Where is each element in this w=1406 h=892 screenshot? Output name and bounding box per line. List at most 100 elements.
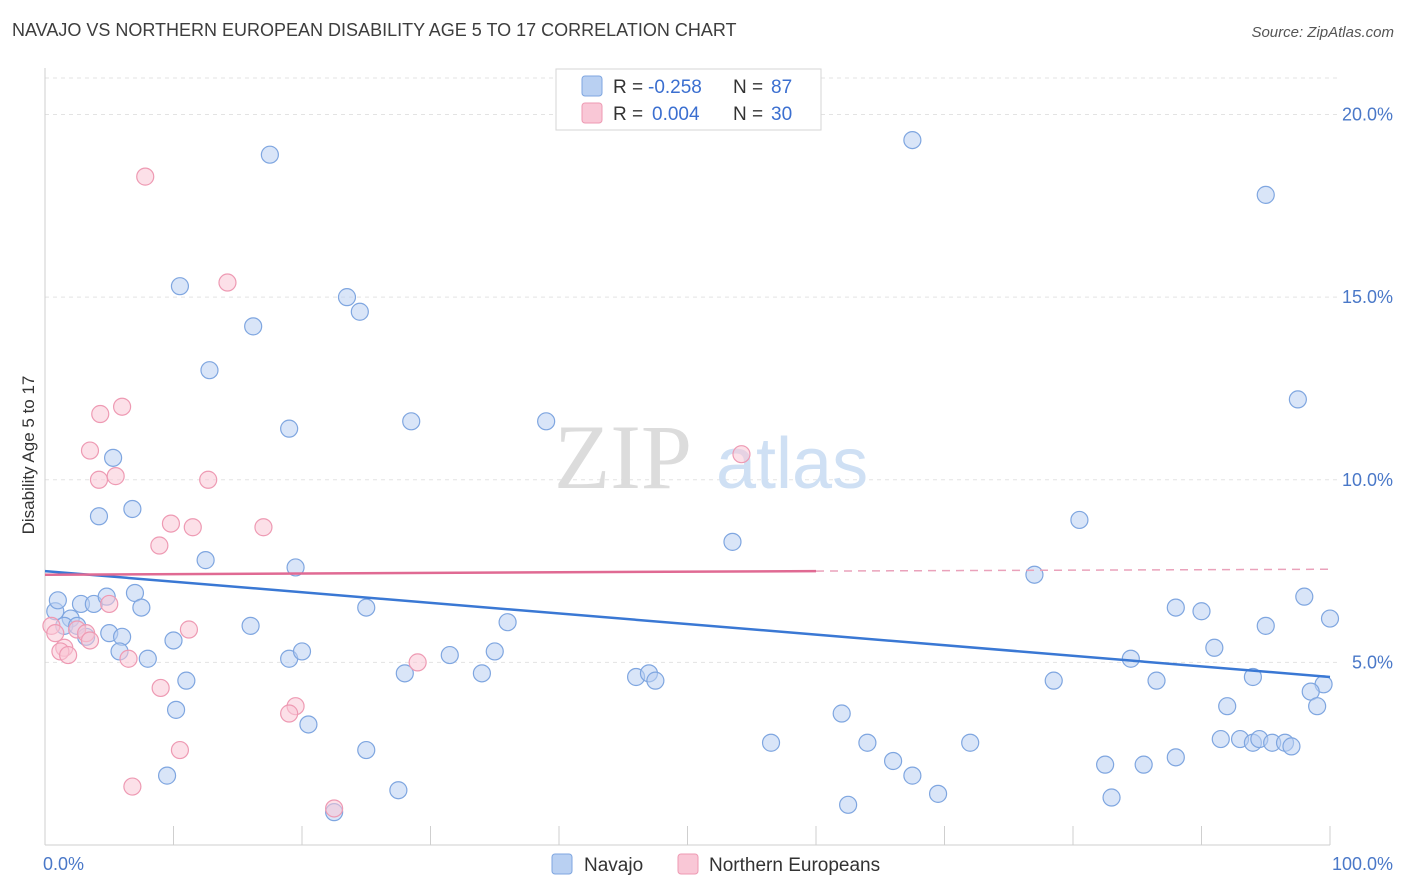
data-point-northern-europeans-27: [280, 704, 299, 723]
trend-lines: [44, 568, 1331, 679]
data-point-northern-europeans-20: [100, 594, 119, 614]
data-point-northern-europeans-22: [80, 631, 100, 650]
data-point-navajo-45: [292, 642, 312, 661]
data-point-navajo-12: [104, 448, 123, 467]
data-point-navajo-10: [402, 412, 421, 431]
data-point-navajo-46: [440, 645, 459, 665]
series-northern-europeans: [42, 167, 751, 818]
legend-r-label-navajo: R =: [613, 77, 643, 98]
data-point-northern-europeans-24: [408, 653, 427, 672]
data-point-navajo-38: [1166, 598, 1185, 617]
data-point-navajo-62: [1308, 697, 1327, 716]
x-tick-label-100: 100.0%: [1332, 854, 1393, 874]
trend-line-2: [815, 568, 1331, 572]
data-point-navajo-79: [157, 766, 177, 785]
data-point-navajo-61: [1218, 697, 1237, 716]
data-point-northern-europeans-3: [91, 404, 110, 424]
x-tick-label-0: 0.0%: [43, 854, 84, 874]
data-point-northern-europeans-6: [89, 470, 109, 489]
legend-n-label-northern-europeans: N =: [733, 104, 763, 125]
legend-r-value-navajo: -0.258: [648, 77, 702, 98]
data-point-navajo-52: [472, 664, 491, 683]
y-tick-label-5: 5.0%: [1352, 652, 1393, 672]
data-point-navajo-18: [286, 558, 305, 577]
trend-line-1: [44, 569, 817, 576]
data-point-navajo-17: [196, 551, 215, 570]
data-point-navajo-48: [1121, 649, 1140, 668]
bottom-legend-label-northern-europeans: Northern Europeans: [709, 855, 880, 876]
data-point-navajo-2: [1256, 185, 1275, 204]
bottom-legend: Navajo Northern Europeans: [551, 853, 880, 876]
data-point-northern-europeans-0: [136, 167, 155, 186]
data-point-northern-europeans-7: [106, 467, 125, 486]
data-point-northern-europeans-30: [325, 799, 344, 818]
data-point-northern-europeans-23: [119, 649, 138, 668]
y-tick-label-15: 15.0%: [1342, 287, 1393, 307]
data-point-navajo-64: [299, 715, 318, 734]
data-point-northern-europeans-10: [183, 518, 202, 537]
legend-r-value-northern-europeans: 0.004: [652, 104, 700, 125]
data-point-navajo-15: [1070, 510, 1089, 530]
legend-swatch-northern-europeans: [581, 102, 603, 124]
axes: 5.0% 10.0% 15.0% 20.0% 0.0% 100.0%: [43, 68, 1393, 874]
data-point-navajo-47: [485, 642, 504, 661]
data-point-northern-europeans-5: [732, 445, 751, 464]
data-point-navajo-27: [132, 598, 151, 617]
data-point-navajo-75: [961, 733, 980, 752]
watermark-atlas: atlas: [716, 424, 868, 504]
legend-box: R = -0.258 N = 87 R = 0.004 N = 30: [555, 68, 822, 131]
trend-line-0: [44, 569, 1331, 679]
data-point-navajo-40: [1256, 616, 1275, 635]
data-point-navajo-63: [166, 700, 186, 719]
data-point-navajo-72: [1282, 737, 1301, 756]
data-point-navajo-35: [241, 616, 260, 635]
legend-n-value-navajo: 87: [771, 77, 792, 98]
data-point-navajo-11: [537, 412, 556, 431]
data-point-navajo-39: [1192, 602, 1211, 621]
data-point-navajo-3: [170, 277, 190, 296]
data-point-navajo-22: [48, 591, 67, 610]
data-point-navajo-41: [1295, 587, 1314, 606]
legend-r-label-northern-europeans: R =: [613, 104, 643, 125]
data-point-northern-europeans-14: [46, 624, 65, 643]
data-point-navajo-78: [903, 766, 922, 785]
legend-swatch-navajo: [581, 75, 603, 97]
chart-title: NAVAJO VS NORTHERN EUROPEAN DISABILITY A…: [12, 20, 737, 40]
legend-n-label-navajo: N =: [733, 77, 763, 98]
data-point-navajo-81: [1134, 755, 1153, 774]
data-point-navajo-86: [1102, 788, 1121, 807]
data-point-navajo-7: [200, 361, 219, 380]
data-point-navajo-80: [1096, 755, 1115, 774]
data-point-navajo-49: [1205, 638, 1224, 657]
data-point-navajo-36: [357, 598, 376, 617]
chart-source: Source: ZipAtlas.com: [1251, 24, 1394, 41]
data-point-navajo-19: [1025, 565, 1044, 584]
bottom-legend-swatch-northern-europeans: [677, 853, 699, 875]
watermark-zip: ZIP: [554, 406, 692, 508]
bottom-legend-label-navajo: Navajo: [584, 855, 643, 876]
data-point-navajo-5: [350, 302, 369, 321]
data-point-northern-europeans-2: [112, 397, 132, 416]
data-point-navajo-56: [1044, 671, 1063, 690]
legend-n-value-northern-europeans: 30: [771, 104, 792, 125]
data-point-navajo-57: [1147, 671, 1166, 690]
data-point-navajo-68: [1211, 729, 1230, 749]
data-point-navajo-42: [1320, 609, 1340, 628]
watermark: ZIP atlas: [554, 406, 868, 508]
data-point-northern-europeans-12: [150, 536, 169, 555]
data-point-navajo-58: [1243, 667, 1263, 687]
data-point-navajo-0: [260, 145, 279, 164]
data-point-northern-europeans-21: [179, 620, 199, 639]
data-point-navajo-8: [1288, 390, 1307, 409]
data-point-navajo-51: [395, 664, 414, 683]
data-point-northern-europeans-8: [199, 470, 218, 489]
data-point-navajo-4: [337, 288, 357, 307]
y-axis-title: Disability Age 5 to 17: [19, 376, 38, 535]
data-point-navajo-9: [280, 419, 299, 438]
data-point-navajo-34: [164, 631, 183, 650]
data-point-navajo-82: [1166, 748, 1185, 767]
data-point-navajo-13: [89, 507, 109, 526]
data-point-northern-europeans-1: [218, 273, 237, 292]
data-point-navajo-73: [761, 733, 781, 752]
